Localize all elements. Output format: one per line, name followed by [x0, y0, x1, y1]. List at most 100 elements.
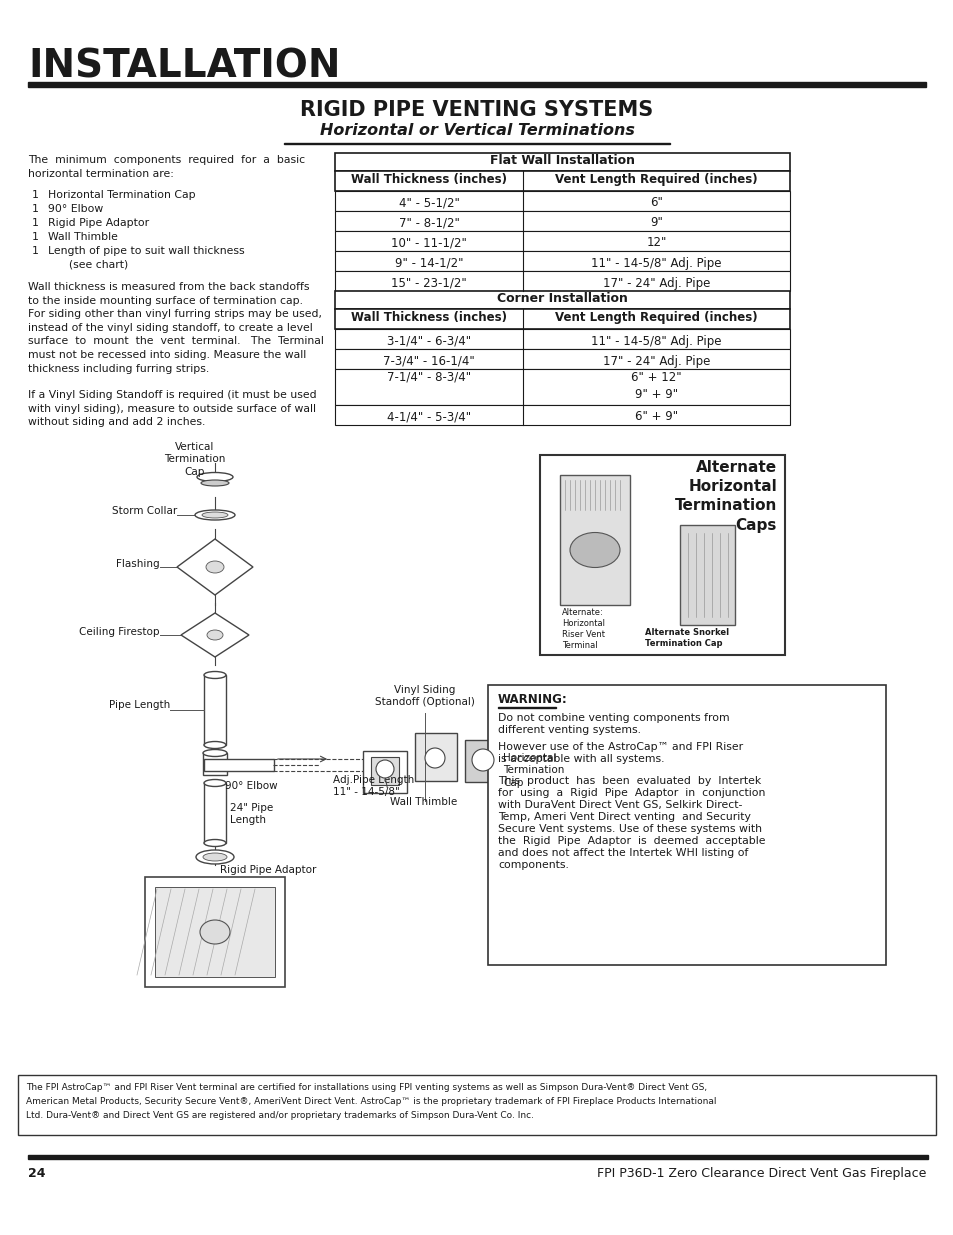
Text: 12": 12" — [645, 236, 666, 249]
Text: Wall Thickness (inches): Wall Thickness (inches) — [351, 311, 506, 324]
Bar — [335, 309, 789, 329]
Text: 10" - 11-1/2": 10" - 11-1/2" — [391, 236, 466, 249]
Text: 17" - 24" Adj. Pipe: 17" - 24" Adj. Pipe — [602, 354, 709, 368]
Text: FPI P36D-1 Zero Clearance Direct Vent Gas Fireplace: FPI P36D-1 Zero Clearance Direct Vent Ga… — [596, 1167, 925, 1179]
Text: 1: 1 — [32, 190, 39, 200]
Text: 6" + 9": 6" + 9" — [635, 410, 678, 424]
Bar — [335, 153, 789, 170]
Text: 7-3/4" - 16-1/4": 7-3/4" - 16-1/4" — [383, 354, 475, 368]
Bar — [284, 143, 669, 144]
Ellipse shape — [569, 532, 619, 568]
Text: 4-1/4" - 5-3/4": 4-1/4" - 5-3/4" — [387, 410, 471, 424]
Bar — [154, 887, 274, 977]
Bar — [204, 676, 226, 745]
Text: 1: 1 — [32, 246, 39, 256]
Bar — [335, 405, 789, 425]
Bar — [335, 369, 789, 405]
Ellipse shape — [203, 750, 227, 757]
Text: 4" - 5-1/2": 4" - 5-1/2" — [398, 196, 459, 210]
Text: 15" - 23-1/2": 15" - 23-1/2" — [391, 277, 466, 289]
Bar — [204, 760, 274, 771]
Bar — [679, 525, 734, 625]
Bar — [415, 734, 456, 781]
Text: Storm Collar: Storm Collar — [112, 506, 177, 516]
Text: Alternate
Horizontal
Termination
Caps: Alternate Horizontal Termination Caps — [674, 459, 776, 532]
Text: Length of pipe to suit wall thickness
      (see chart): Length of pipe to suit wall thickness (s… — [48, 246, 244, 269]
Bar — [335, 211, 789, 231]
Text: components.: components. — [497, 860, 568, 869]
Text: American Metal Products, Security Secure Vent®, AmeriVent Direct Vent. AstroCap™: American Metal Products, Security Secure… — [26, 1097, 716, 1107]
Text: and does not affect the Intertek WHI listing of: and does not affect the Intertek WHI lis… — [497, 848, 747, 858]
Bar — [335, 251, 789, 270]
Text: 90° Elbow: 90° Elbow — [48, 204, 103, 214]
Text: 7-1/4" - 8-3/4": 7-1/4" - 8-3/4" — [387, 370, 471, 384]
Text: 3-1/4" - 6-3/4": 3-1/4" - 6-3/4" — [387, 335, 471, 347]
Text: 6" + 12"
9" + 9": 6" + 12" 9" + 9" — [631, 370, 681, 401]
Text: Vertical
Termination
Cap: Vertical Termination Cap — [164, 442, 226, 477]
Polygon shape — [177, 538, 253, 595]
Bar — [335, 329, 789, 350]
Bar — [204, 783, 226, 844]
Text: Flat Wall Installation: Flat Wall Installation — [490, 154, 635, 167]
Bar — [371, 757, 398, 785]
Bar — [488, 685, 885, 965]
Ellipse shape — [424, 748, 444, 768]
Ellipse shape — [201, 480, 229, 487]
Text: Vinyl Siding
Standoff (Optional): Vinyl Siding Standoff (Optional) — [375, 685, 475, 708]
Ellipse shape — [206, 561, 224, 573]
Text: Pipe Length: Pipe Length — [109, 700, 170, 710]
Text: RIGID PIPE VENTING SYSTEMS: RIGID PIPE VENTING SYSTEMS — [300, 100, 653, 120]
Text: Vent Length Required (inches): Vent Length Required (inches) — [555, 311, 757, 324]
Text: WARNING:: WARNING: — [497, 693, 567, 706]
Text: Secure Vent systems. Use of these systems with: Secure Vent systems. Use of these system… — [497, 824, 761, 834]
Text: Rigid Pipe Adaptor: Rigid Pipe Adaptor — [220, 864, 316, 876]
Text: 1: 1 — [32, 204, 39, 214]
Text: Do not combine venting components from: Do not combine venting components from — [497, 713, 729, 722]
Bar — [335, 350, 789, 369]
Ellipse shape — [195, 850, 233, 864]
Bar — [464, 740, 500, 782]
Polygon shape — [181, 613, 249, 657]
Text: Ltd. Dura-Vent® and Direct Vent GS are registered and/or proprietary trademarks : Ltd. Dura-Vent® and Direct Vent GS are r… — [26, 1112, 534, 1120]
Ellipse shape — [472, 748, 494, 771]
Bar — [18, 1074, 935, 1135]
Ellipse shape — [204, 741, 226, 748]
Text: However use of the AstroCap™ and FPI Riser: However use of the AstroCap™ and FPI Ris… — [497, 742, 742, 752]
Bar — [497, 706, 556, 709]
Ellipse shape — [196, 473, 233, 482]
Text: 24" Pipe
Length: 24" Pipe Length — [230, 803, 273, 825]
Text: Wall thickness is measured from the back standoffs
to the inside mounting surfac: Wall thickness is measured from the back… — [28, 282, 323, 374]
Ellipse shape — [202, 513, 228, 517]
Bar — [559, 475, 629, 605]
Text: Wall Thimble: Wall Thimble — [48, 232, 118, 242]
Text: This  product  has  been  evaluated  by  Intertek: This product has been evaluated by Inter… — [497, 776, 760, 785]
Text: 90° Elbow: 90° Elbow — [225, 781, 277, 790]
Ellipse shape — [204, 779, 226, 787]
Bar — [363, 751, 407, 793]
Ellipse shape — [203, 853, 227, 861]
Text: Alternate:
Horizontal
Riser Vent
Terminal: Alternate: Horizontal Riser Vent Termina… — [561, 608, 604, 651]
Text: Flashing: Flashing — [116, 559, 160, 569]
Text: is acceptable with all systems.: is acceptable with all systems. — [497, 755, 664, 764]
Text: Horizontal or Vertical Terminations: Horizontal or Vertical Terminations — [319, 124, 634, 138]
Text: Horizontal Termination Cap: Horizontal Termination Cap — [48, 190, 195, 200]
Text: Corner Installation: Corner Installation — [497, 291, 627, 305]
Bar — [335, 191, 789, 211]
Text: 6": 6" — [649, 196, 662, 210]
Ellipse shape — [204, 672, 226, 678]
Text: 1: 1 — [32, 232, 39, 242]
Text: 9" - 14-1/2": 9" - 14-1/2" — [395, 257, 463, 269]
Text: Rigid Pipe Adaptor: Rigid Pipe Adaptor — [48, 219, 149, 228]
Text: Temp, Ameri Vent Direct venting  and Security: Temp, Ameri Vent Direct venting and Secu… — [497, 811, 750, 823]
Text: 11" - 14-5/8" Adj. Pipe: 11" - 14-5/8" Adj. Pipe — [591, 335, 721, 347]
Bar — [539, 454, 784, 655]
Text: for  using  a  Rigid  Pipe  Adaptor  in  conjunction: for using a Rigid Pipe Adaptor in conjun… — [497, 788, 764, 798]
Bar — [335, 231, 789, 251]
Text: the  Rigid  Pipe  Adaptor  is  deemed  acceptable: the Rigid Pipe Adaptor is deemed accepta… — [497, 836, 764, 846]
Text: 9": 9" — [649, 216, 662, 230]
Bar — [145, 877, 285, 987]
Text: The  minimum  components  required  for  a  basic
horizontal termination are:: The minimum components required for a ba… — [28, 156, 305, 179]
Text: 11" - 14-5/8" Adj. Pipe: 11" - 14-5/8" Adj. Pipe — [591, 257, 721, 269]
Text: with DuraVent Direct Vent GS, Selkirk Direct-: with DuraVent Direct Vent GS, Selkirk Di… — [497, 800, 741, 810]
Bar — [335, 170, 789, 191]
